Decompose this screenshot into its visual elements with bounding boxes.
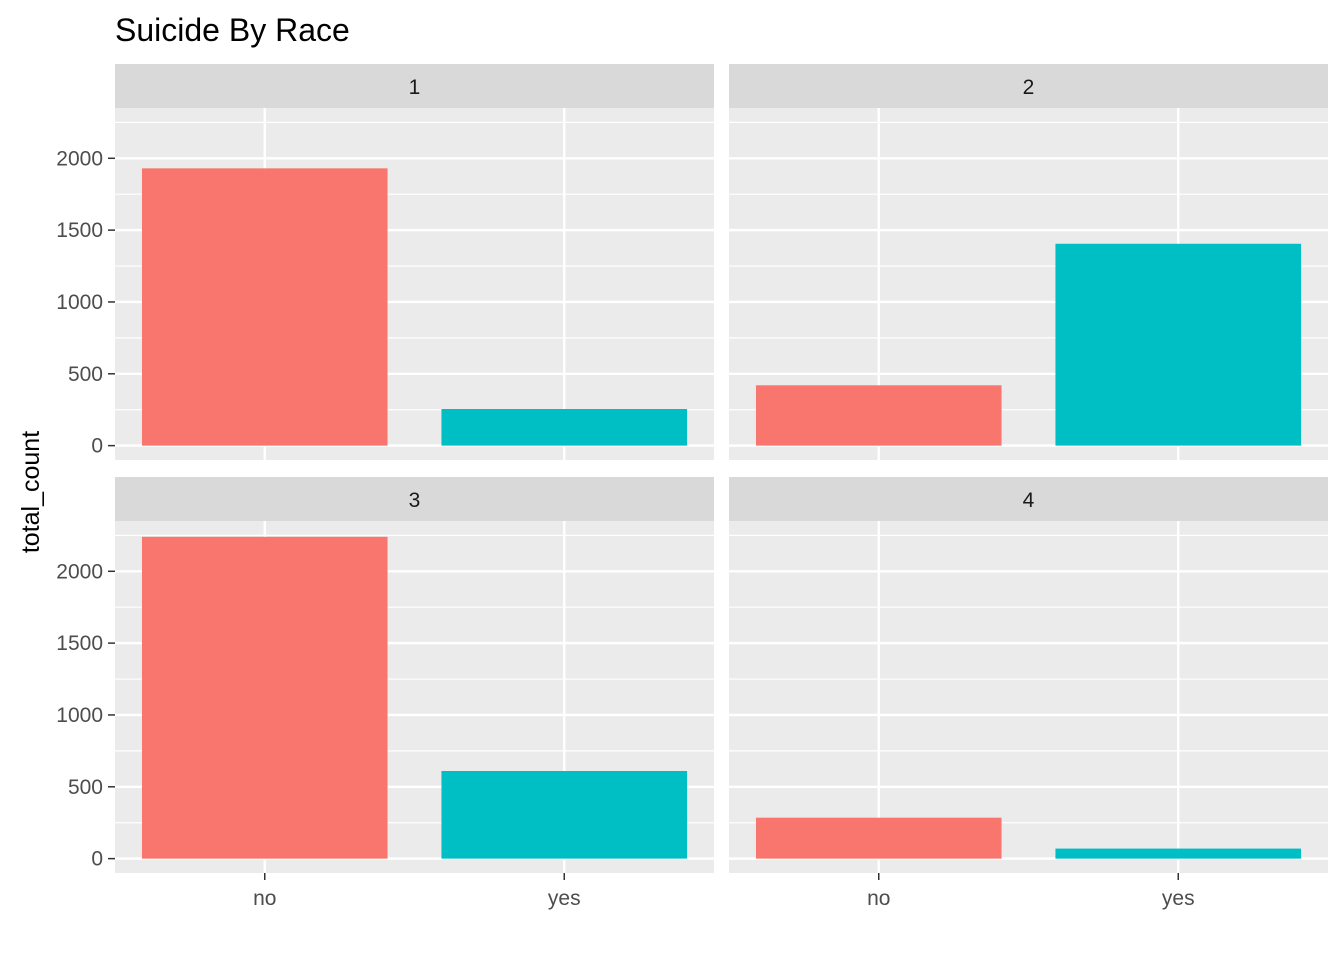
facet-panel-1: 1 0 500 1000 1500 2000 xyxy=(56,64,714,460)
facet-strip-label: 2 xyxy=(1023,76,1035,99)
bar-yes xyxy=(441,408,688,446)
facet-strip xyxy=(115,64,714,108)
facet-strip xyxy=(729,64,1328,108)
bar-yes xyxy=(441,770,688,859)
bar-yes xyxy=(1055,848,1302,859)
x-tick-label: yes xyxy=(1162,887,1195,910)
panel-background xyxy=(729,521,1328,873)
y-tick-label: 1500 xyxy=(56,219,103,242)
y-tick-label: 1000 xyxy=(56,291,103,314)
y-tick-label: 500 xyxy=(68,776,103,799)
facet-strip-label: 4 xyxy=(1023,489,1035,512)
facet-strip-label: 3 xyxy=(409,489,421,512)
facet-strip xyxy=(115,477,714,521)
y-tick-label: 1500 xyxy=(56,632,103,655)
facet-panel-2: 2 xyxy=(729,64,1328,460)
bar-no xyxy=(141,168,388,446)
facet-strip-label: 1 xyxy=(409,76,421,99)
bar-no xyxy=(141,536,388,859)
x-tick-label: yes xyxy=(548,887,581,910)
bar-no xyxy=(755,817,1002,859)
chart-title: Suicide By Race xyxy=(115,12,350,48)
y-tick-label: 1000 xyxy=(56,704,103,727)
y-tick-label: 500 xyxy=(68,363,103,386)
y-tick-label: 2000 xyxy=(56,560,103,583)
y-tick-label: 0 xyxy=(91,848,103,871)
facet-panel-4: 4 no yes xyxy=(729,477,1328,910)
facet-panel-3: 3 0 500 1000 1500 2000 no yes xyxy=(56,477,714,910)
facet-strip xyxy=(729,477,1328,521)
y-axis-title: total_count xyxy=(17,431,45,553)
facet-grid: 1 0 500 1000 1500 2000 2 3 0 500 1000 1500 2000 no yes… xyxy=(56,64,1328,910)
bar-no xyxy=(755,385,1002,446)
x-tick-label: no xyxy=(253,887,276,910)
x-tick-label: no xyxy=(867,887,890,910)
y-tick-label: 2000 xyxy=(56,147,103,170)
y-tick-label: 0 xyxy=(91,435,103,458)
bar-yes xyxy=(1055,243,1302,446)
